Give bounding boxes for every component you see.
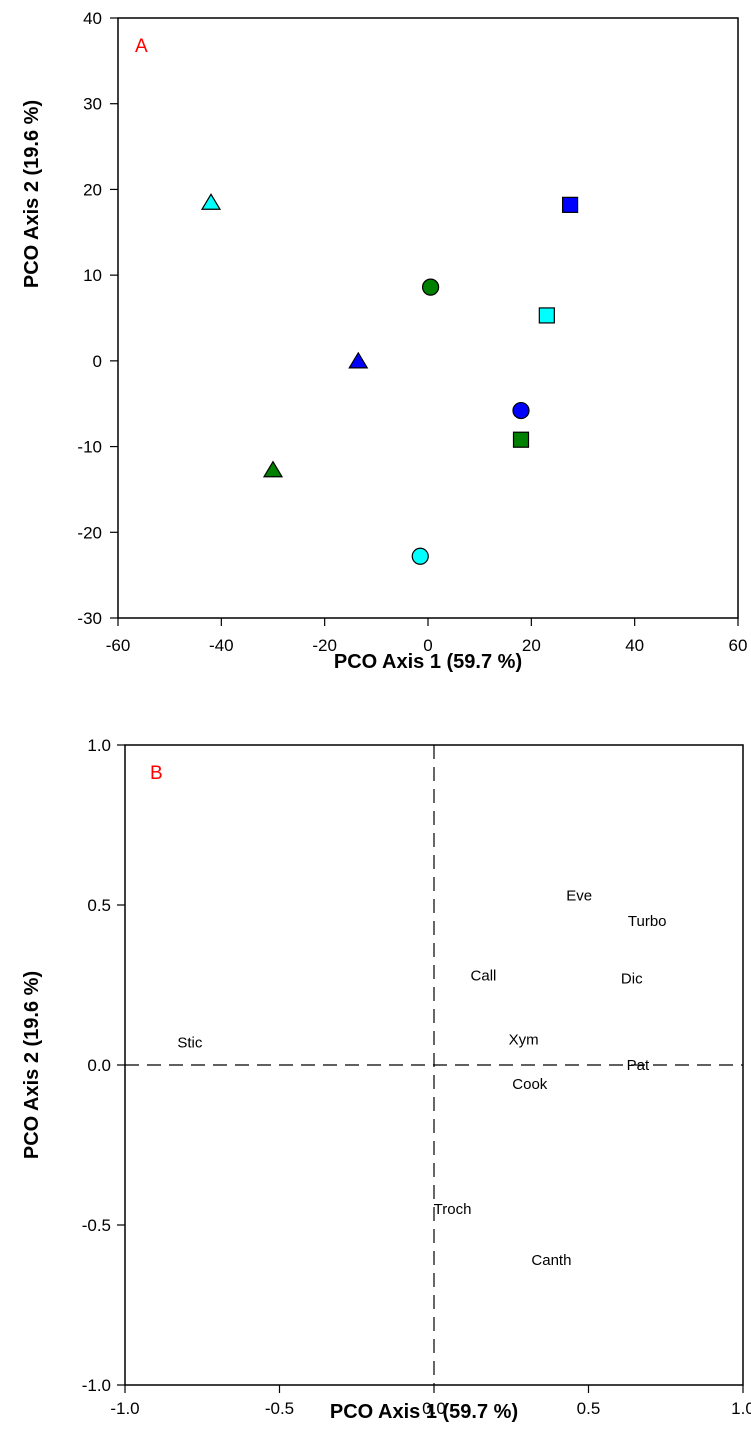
panel-b-species-label: Dic — [621, 971, 643, 988]
panel-a-y-tick-label: 20 — [83, 180, 102, 199]
panel-b-species-label: Troch — [434, 1201, 472, 1218]
panel-b-y-tick-label: 1.0 — [87, 736, 111, 755]
panel-b-scatter: B -1.0 -0.5 0.0 0.5 1.0 -1.0 -0.5 0.0 0.5 1.0 Ev… — [21, 736, 751, 1423]
panel-a-y-tick-label: -10 — [77, 438, 102, 457]
panel-a-square-point — [512, 431, 530, 448]
panel-a-y-tick-label: -20 — [77, 523, 102, 542]
panel-a-x-tick-label: 0 — [423, 636, 432, 655]
panel-b-y-tick-label: 0.0 — [87, 1056, 111, 1075]
panel-a-triangle-point — [262, 460, 284, 478]
panel-a-y-ticks: -30 -20 -10 0 10 20 30 40 — [77, 9, 118, 628]
panel-b-x-tick-label: 0.5 — [577, 1399, 601, 1418]
panel-b-x-axis-title: PCO Axis 1 (59.7 %) — [330, 1401, 518, 1423]
panel-b-species-label: Stic — [177, 1035, 203, 1052]
panel-a-plot-frame — [117, 17, 739, 619]
panel-a-triangle-point — [348, 351, 369, 369]
panel-a-triangle-point — [200, 193, 222, 210]
panel-a-x-tick-label: 20 — [522, 636, 541, 655]
panel-b-species-label: Pat — [627, 1057, 650, 1074]
panel-a-square-point — [538, 307, 555, 324]
panel-b-letter: B — [150, 763, 163, 784]
panel-a-circle-point — [411, 547, 429, 565]
panel-a-circle-point — [421, 278, 440, 296]
panel-a-x-axis-title: PCO Axis 1 (59.7 %) — [334, 651, 522, 673]
panel-a-x-ticks: -60 -40 -20 0 20 40 60 — [106, 618, 748, 655]
panel-a-y-axis-title: PCO Axis 2 (19.6 %) — [21, 100, 43, 288]
panel-b-x-tick-label: 1.0 — [731, 1399, 751, 1418]
panel-b-y-tick-label: 0.5 — [87, 896, 111, 915]
panel-b-x-tick-label: -0.5 — [265, 1399, 294, 1418]
panel-b-species-label: Xym — [509, 1031, 539, 1048]
panel-b-species-label: Cook — [512, 1076, 548, 1093]
panel-a-y-tick-label: 40 — [83, 9, 102, 28]
panel-a-scatter: A -60 -40 -20 0 20 40 60 -30 -20 -10 0 10 20 30 40 PC… — [21, 9, 747, 673]
panel-a-x-tick-label: -60 — [106, 636, 131, 655]
panel-b-species-label: Turbo — [628, 913, 667, 930]
panel-a-x-tick-label: 40 — [625, 636, 644, 655]
panel-b-species-label: Eve — [566, 887, 592, 904]
panel-a-y-tick-label: 30 — [83, 95, 102, 114]
panel-a-letter: A — [135, 36, 148, 57]
panel-a-points — [200, 193, 579, 565]
panel-b-x-ticks: -1.0 -0.5 0.0 0.5 1.0 — [110, 1385, 751, 1418]
panel-a-y-tick-label: 10 — [83, 266, 102, 285]
panel-b-species-labels: Eve Turbo Call Dic Stic Xym Pat Cook Troch Canth — [177, 887, 666, 1269]
panel-b-y-tick-label: -1.0 — [82, 1376, 111, 1395]
panel-a-y-tick-label: 0 — [93, 352, 102, 371]
panel-b-y-ticks: -1.0 -0.5 0.0 0.5 1.0 — [82, 736, 125, 1395]
panel-b-y-tick-label: -0.5 — [82, 1216, 111, 1235]
panel-b-species-label: Call — [471, 967, 497, 984]
panel-a-x-tick-label: -20 — [312, 636, 337, 655]
panel-b-x-tick-label: 0.0 — [422, 1399, 446, 1418]
panel-a-x-tick-label: -40 — [209, 636, 234, 655]
panel-a-circle-point — [512, 401, 530, 420]
panel-a-x-tick-label: 60 — [729, 636, 748, 655]
panel-b-y-axis-title: PCO Axis 2 (19.6 %) — [21, 971, 43, 1159]
panel-b-species-label: Canth — [531, 1252, 571, 1269]
panel-a-y-tick-label: -30 — [77, 609, 102, 628]
panel-a-square-point — [561, 196, 579, 213]
panel-b-x-tick-label: -1.0 — [110, 1399, 139, 1418]
